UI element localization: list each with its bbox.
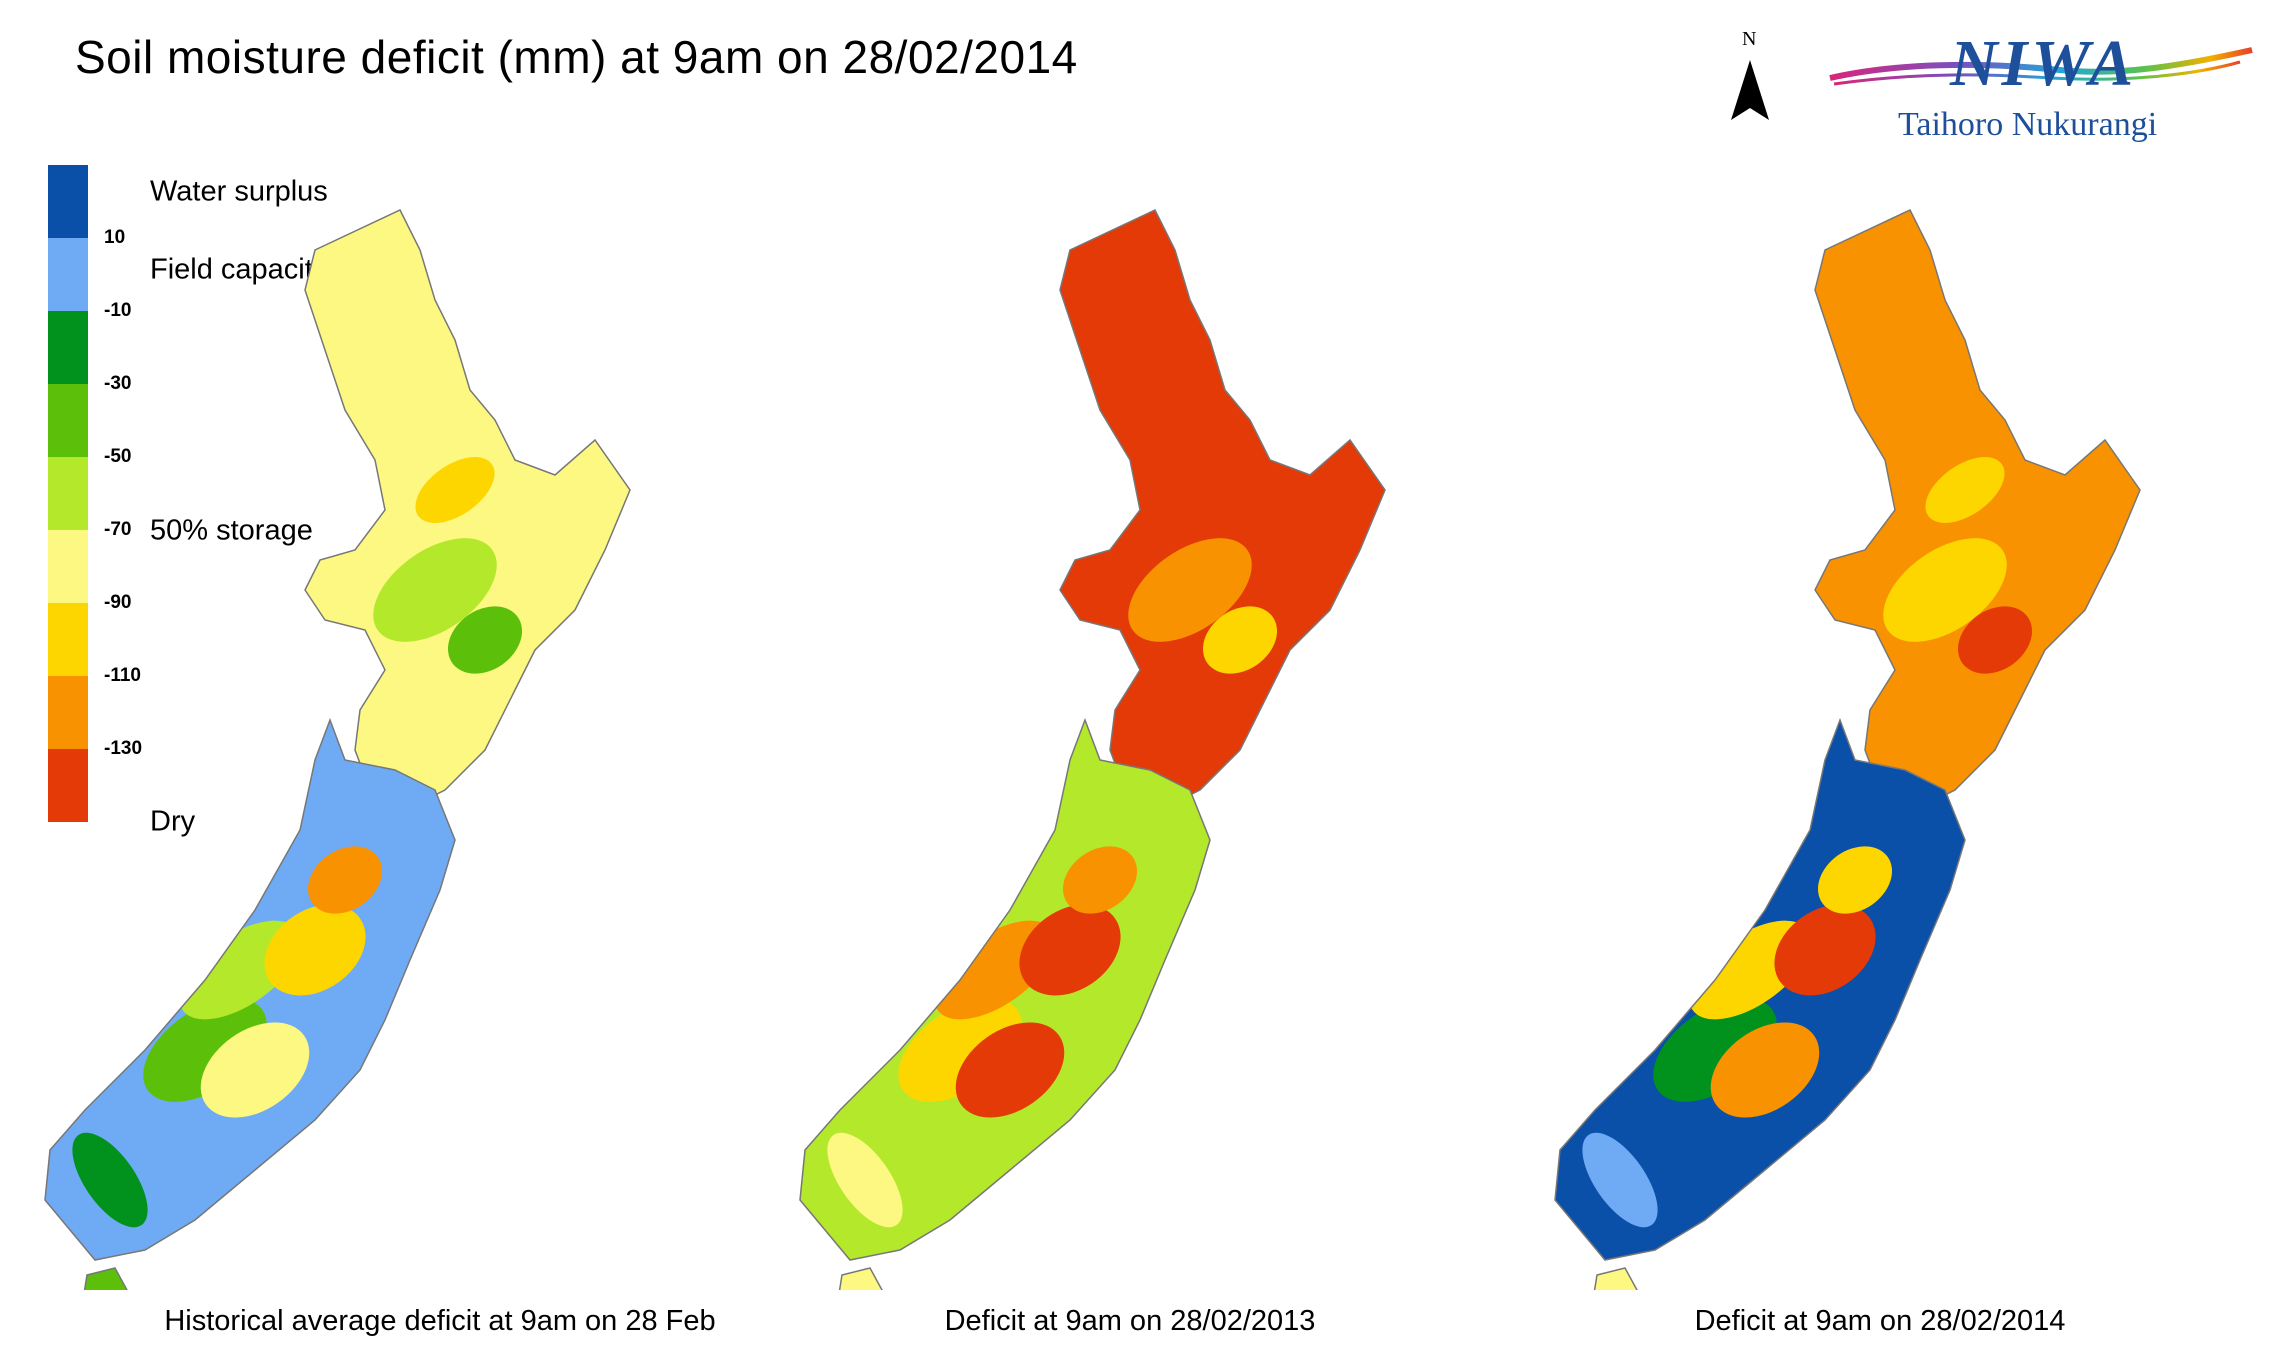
- niwa-logo: NIWA Taihoro Nukurangi: [1820, 20, 2260, 150]
- moisture-zone: [2025, 531, 2085, 589]
- legend-tick-label: -130: [104, 738, 143, 759]
- legend-label-water-surplus: Water surplus: [150, 175, 328, 208]
- logo-brand: NIWA: [1950, 27, 2138, 100]
- legend-swatch: [48, 603, 88, 676]
- north-arrow-icon: [1731, 60, 1769, 120]
- moisture-zone: [373, 538, 497, 642]
- moisture-zone: [264, 904, 366, 996]
- legend-swatch: [48, 165, 88, 238]
- moisture-zone: [1957, 606, 2033, 674]
- moisture-zone: [1817, 846, 1893, 914]
- caption-historical: Historical average deficit at 9am on 28 …: [164, 1305, 716, 1337]
- moisture-zone: [1101, 783, 1159, 837]
- page-title: Soil moisture deficit (mm) at 9am on 28/…: [75, 31, 1078, 83]
- moisture-zone: [307, 846, 383, 914]
- stewart-island: [83, 1267, 128, 1290]
- legend-tick-label: -30: [104, 373, 132, 394]
- moisture-zone: [72, 1132, 148, 1228]
- moisture-zone: [1925, 457, 2005, 523]
- moisture-zone: [1128, 538, 1252, 642]
- legend: 10 -10 -30 -50 -70 -90 -110 -130 Water surplus …: [48, 165, 348, 838]
- legend-label-field-capacity: Field capacity: [150, 253, 328, 286]
- legend-swatch: [48, 676, 88, 749]
- moisture-zone: [346, 783, 404, 837]
- moisture-zone: [1774, 904, 1876, 996]
- moisture-zone: [1170, 457, 1250, 523]
- legend-swatch: [48, 457, 88, 530]
- map-2014: [1525, 190, 2265, 1290]
- moisture-zone: [1582, 1132, 1658, 1228]
- legend-swatch: [48, 311, 88, 384]
- stewart-island: [1593, 1267, 1638, 1290]
- legend-label-storage: 50% storage: [150, 514, 313, 547]
- legend-tick-label: 10: [104, 227, 126, 248]
- stewart-island: [838, 1267, 883, 1290]
- new-zealand-map: [1554, 209, 2141, 1290]
- moisture-zone: [1062, 846, 1138, 914]
- map-2013: [770, 190, 1510, 1290]
- map-historical: [15, 190, 755, 1290]
- moisture-zone: [1856, 783, 1914, 837]
- logo-subtitle: Taihoro Nukurangi: [1898, 106, 2158, 143]
- moisture-zone: [200, 1022, 310, 1118]
- caption-2013: Deficit at 9am on 28/02/2013: [944, 1305, 1316, 1337]
- legend-tick-label: -10: [104, 300, 132, 321]
- north-arrow: N: [1725, 28, 1775, 128]
- new-zealand-map: [44, 209, 631, 1290]
- moisture-zone: [827, 1132, 903, 1228]
- logo-swoosh-icon: [1829, 47, 2253, 86]
- moisture-zone: [1270, 531, 1330, 589]
- moisture-zone: [1202, 606, 1278, 674]
- legend-tick-label: -50: [104, 446, 132, 467]
- legend-swatch: [48, 749, 88, 822]
- legend-swatch: [48, 238, 88, 311]
- legend-tick-label: -70: [104, 519, 132, 540]
- new-zealand-map: [799, 209, 1386, 1290]
- legend-swatch: [48, 530, 88, 603]
- legend-tick-label: -90: [104, 592, 132, 613]
- north-label: N: [1742, 28, 1757, 50]
- legend-label-dry: Dry: [150, 805, 196, 838]
- moisture-zone: [447, 606, 523, 674]
- moisture-zone: [515, 531, 575, 589]
- moisture-zone: [1019, 904, 1121, 996]
- legend-swatch: [48, 384, 88, 457]
- moisture-zone: [955, 1022, 1065, 1118]
- moisture-zone: [1883, 538, 2007, 642]
- legend-tick-label: -110: [104, 665, 141, 686]
- caption-2014: Deficit at 9am on 28/02/2014: [1694, 1305, 2066, 1337]
- moisture-zone: [1710, 1022, 1820, 1118]
- moisture-zone: [415, 457, 495, 523]
